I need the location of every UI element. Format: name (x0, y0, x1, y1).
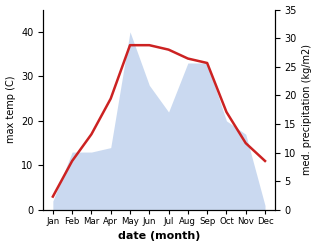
X-axis label: date (month): date (month) (118, 231, 200, 242)
Y-axis label: max temp (C): max temp (C) (5, 76, 16, 144)
Y-axis label: med. precipitation (kg/m2): med. precipitation (kg/m2) (302, 44, 313, 175)
